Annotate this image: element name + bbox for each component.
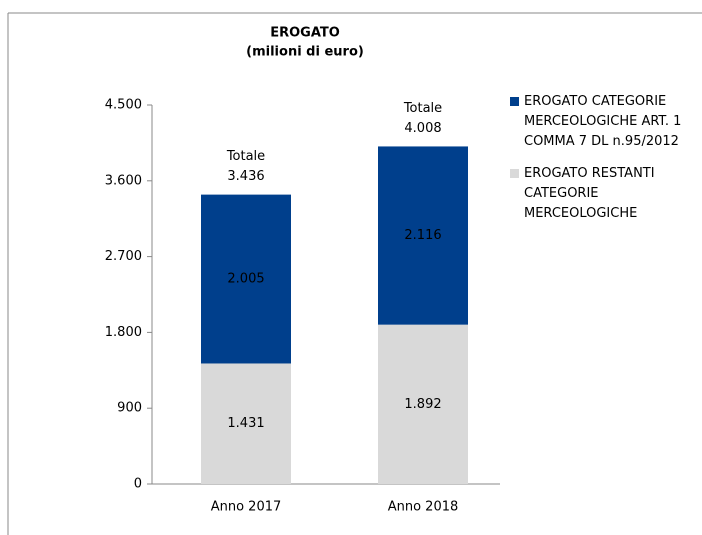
chart-subtitle: (milioni di euro) [246,45,364,60]
total-label: Totale [403,101,442,116]
data-label: 1.892 [404,397,441,412]
bar-segment [378,146,468,325]
y-tick-label: 3.600 [105,173,142,188]
legend-item: EROGATO CATEGORIE MERCEOLOGICHE ART. 1 C… [510,92,700,152]
x-tick-label: Anno 2018 [388,500,459,515]
data-label: 1.431 [227,416,264,431]
legend-label: EROGATO CATEGORIE MERCEOLOGICHE ART. 1 C… [524,94,682,149]
chart-title: EROGATO [270,26,340,41]
data-label: 2.116 [404,228,441,243]
bar-segment [201,363,291,484]
bar-segment [201,194,291,364]
total-value: 3.436 [227,169,264,184]
total-value: 4.008 [404,121,441,136]
y-tick-label: 900 [117,401,142,416]
legend-swatch [510,97,519,106]
legend-swatch [510,169,519,178]
bar-segment [378,324,468,484]
total-label: Totale [226,149,265,164]
data-label: 2.005 [227,272,264,287]
y-tick-label: 1.800 [105,325,142,340]
legend-label: EROGATO RESTANTI CATEGORIE MERCEOLOGICHE [524,166,655,221]
x-tick-label: Anno 2017 [211,500,282,515]
y-tick-label: 2.700 [105,249,142,264]
y-tick-label: 4.500 [105,98,142,113]
legend-item: EROGATO RESTANTI CATEGORIE MERCEOLOGICHE [510,164,700,224]
y-tick-label: 0 [134,477,142,492]
